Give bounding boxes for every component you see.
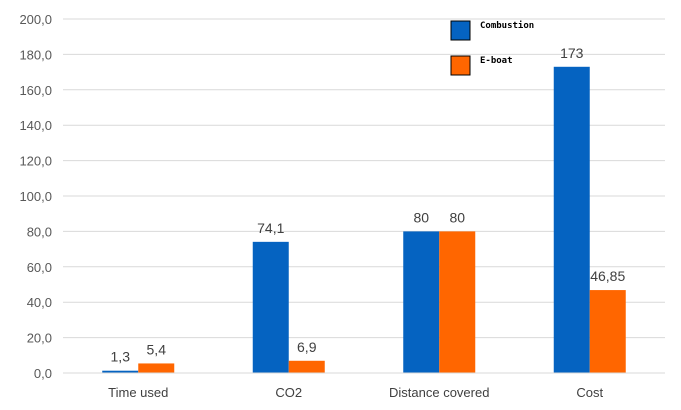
y-tick-label: 120,0 <box>19 154 52 169</box>
y-tick-label: 20,0 <box>27 331 52 346</box>
data-label: 46,85 <box>590 268 625 284</box>
y-tick-label: 60,0 <box>27 260 52 275</box>
x-category-label: Distance covered <box>389 385 489 400</box>
x-category-label: CO2 <box>275 385 302 400</box>
bar-e-boat-3 <box>589 290 626 373</box>
x-category-label: Cost <box>576 385 603 400</box>
y-tick-label: 80,0 <box>27 224 52 239</box>
data-label: 74,1 <box>257 220 284 236</box>
legend-swatch-combustion <box>450 20 471 41</box>
y-tick-label: 0,0 <box>34 366 52 381</box>
bar-combustion-0 <box>102 370 139 373</box>
data-label: 173 <box>560 45 584 61</box>
data-label: 5,4 <box>147 341 167 357</box>
bar-e-boat-1 <box>288 360 325 373</box>
data-label: 1,3 <box>111 349 131 365</box>
y-tick-label: 200,0 <box>19 12 52 27</box>
bar-combustion-2 <box>403 231 440 373</box>
y-tick-label: 140,0 <box>19 118 52 133</box>
bar-e-boat-0 <box>138 363 175 373</box>
legend-label: E-boat <box>480 56 513 66</box>
y-tick-label: 100,0 <box>19 189 52 204</box>
y-tick-label: 160,0 <box>19 83 52 98</box>
data-label: 80 <box>449 209 465 225</box>
data-label: 80 <box>413 209 429 225</box>
bar-combustion-3 <box>553 66 590 373</box>
y-tick-label: 40,0 <box>27 295 52 310</box>
bar-e-boat-2 <box>439 231 476 373</box>
legend-swatch-e-boat <box>450 55 471 76</box>
x-category-label: Time used <box>108 385 168 400</box>
legend-label: Combustion <box>480 20 534 31</box>
bar-combustion-1 <box>252 241 289 373</box>
y-tick-label: 180,0 <box>19 47 52 62</box>
data-label: 6,9 <box>297 339 317 355</box>
